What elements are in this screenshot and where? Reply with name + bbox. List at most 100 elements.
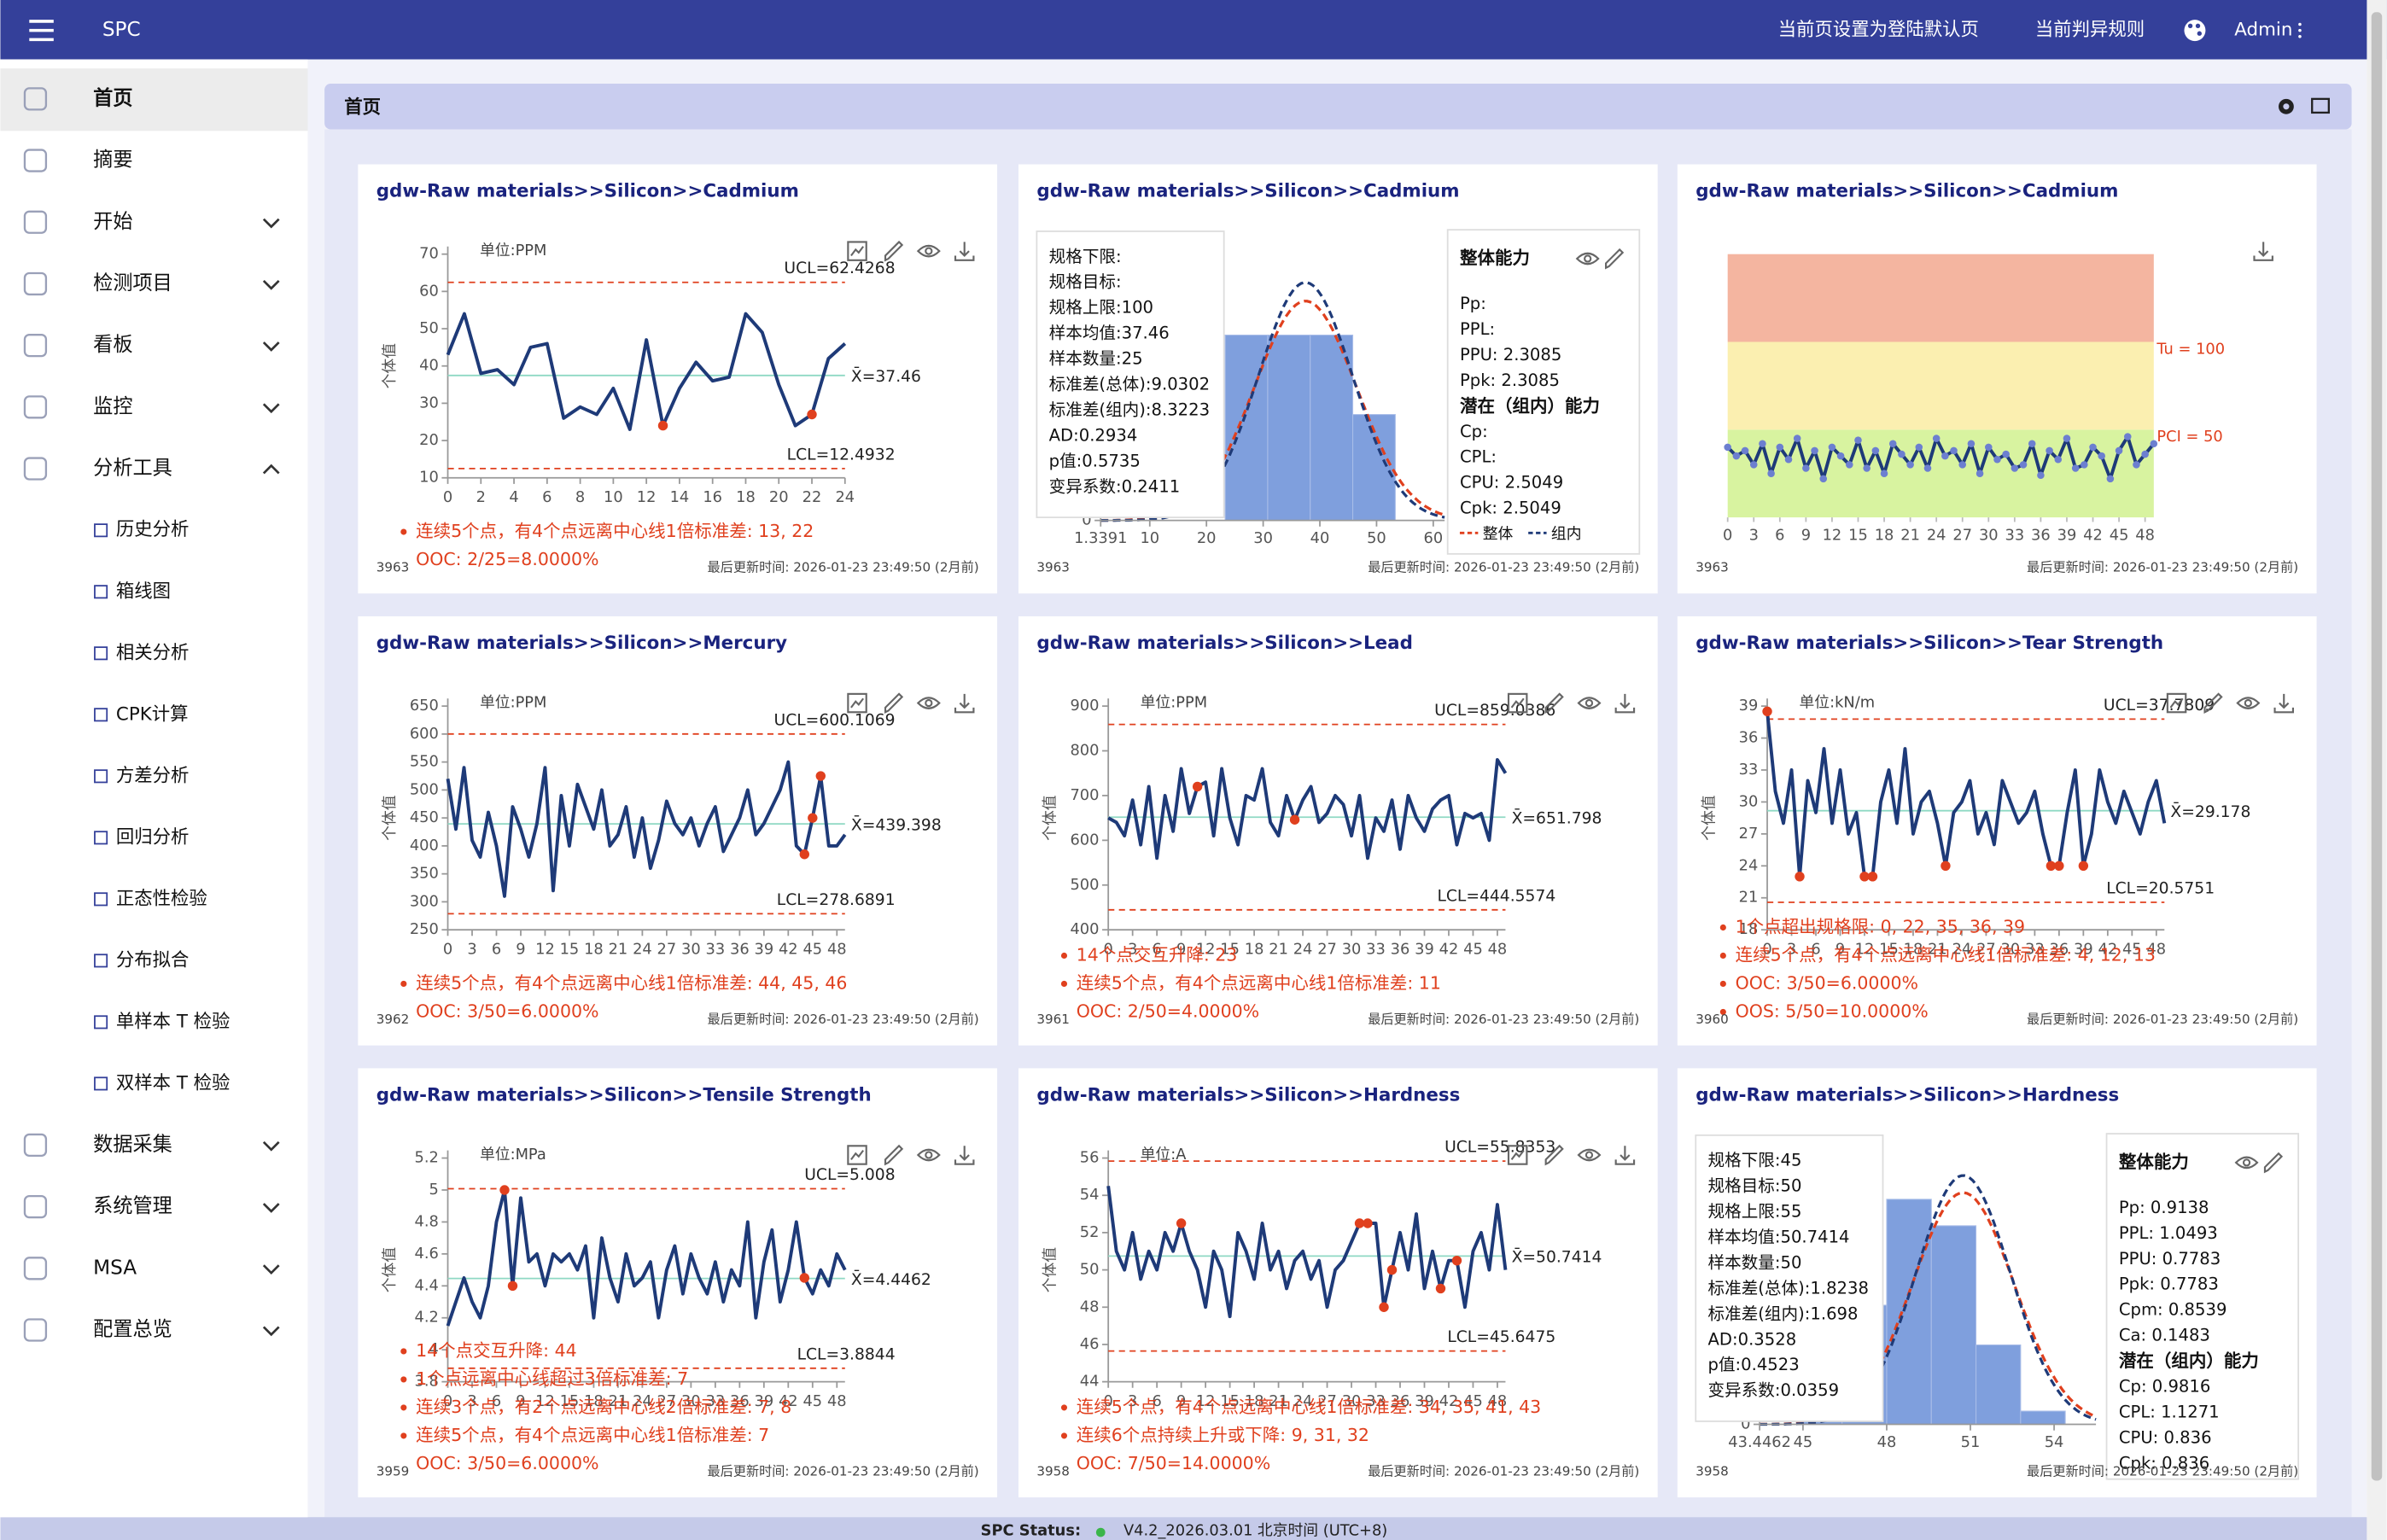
submenu-item[interactable]: 历史分析 [94,519,190,540]
x-tick-label: 12 [535,940,555,958]
header-action[interactable]: 当前判异规则 [2035,20,2145,41]
eye-icon[interactable] [916,697,941,709]
edit-icon[interactable] [884,240,904,262]
menu-label[interactable]: 首页 [93,86,132,109]
capability-title: 潜在（组内）能力 [1460,395,1600,416]
menu-label[interactable]: 开始 [93,210,132,233]
submenu-label[interactable]: 单样本 T 检验 [116,1011,231,1032]
x-tick-label: 33 [1366,1392,1386,1410]
note-bullet [400,980,407,988]
download-icon[interactable] [954,693,975,714]
submenu-label[interactable]: 回归分析 [116,826,190,848]
submenu-item[interactable]: 相关分析 [94,642,190,663]
fullscreen-button[interactable] [2311,97,2330,114]
menu-item[interactable]: 看板 [23,333,280,358]
download-icon[interactable] [2253,242,2273,261]
chart-icon[interactable] [1507,692,1528,714]
download-icon[interactable] [1614,1146,1636,1165]
menu-button[interactable] [29,20,54,42]
submenu-item[interactable]: 方差分析 [94,765,190,786]
data-point [2081,461,2088,469]
eye-icon[interactable] [2234,1156,2259,1170]
download-icon[interactable] [954,242,975,261]
menu-item[interactable]: 开始 [23,210,280,234]
ooc-point [1386,1264,1398,1275]
edit-icon[interactable] [884,1144,904,1166]
submenu-item[interactable]: 分布拟合 [94,949,190,971]
submenu-item[interactable]: CPK计算 [94,703,189,725]
menu-item[interactable]: 监控 [23,394,280,419]
user-menu-dots[interactable] [2298,22,2302,38]
eye-icon[interactable] [1577,1148,1602,1162]
menu-item[interactable]: 配置总览 [23,1318,280,1342]
y-axis-label: 个体值 [381,795,399,841]
menu-item[interactable]: MSA [23,1256,280,1280]
menu-label[interactable]: 系统管理 [93,1194,172,1217]
chart-icon[interactable] [1507,1145,1528,1165]
menu-item[interactable]: 系统管理 [23,1194,280,1219]
menu-item[interactable]: 分析工具 [23,457,280,481]
menu-label[interactable]: 分析工具 [93,457,172,480]
data-line [1107,758,1508,860]
edit-icon[interactable] [2263,1152,2284,1174]
download-icon[interactable] [954,1146,975,1165]
theme-button[interactable] [2184,20,2206,42]
data-point [1906,461,1914,469]
submenu-label[interactable]: 分布拟合 [116,949,190,971]
menu-item[interactable]: 检测项目 [23,271,280,296]
submenu-label[interactable]: 箱线图 [116,580,171,602]
rule-note: OOC: 3/50=6.0000% [1736,972,1918,993]
chart-icon[interactable] [847,241,867,261]
submenu-item[interactable]: 单样本 T 检验 [94,1011,231,1032]
user-name[interactable]: Admin [2234,20,2292,41]
menu-label[interactable]: 看板 [93,333,132,356]
x-tick-label: 6 [542,488,552,506]
submenu-label[interactable]: 正态性检验 [116,888,207,909]
menu-label[interactable]: 摘要 [93,149,132,172]
limit-label: X̄=439.398 [851,814,942,834]
eye-icon[interactable] [2236,697,2261,709]
settings-button[interactable] [2279,98,2294,114]
menu-label[interactable]: 数据采集 [93,1133,172,1156]
edit-icon[interactable] [884,692,904,714]
submenu-label[interactable]: 相关分析 [116,642,190,663]
submenu-label[interactable]: 历史分析 [116,519,190,540]
menu-item[interactable]: 摘要 [23,149,133,172]
edit-icon[interactable] [2203,692,2223,714]
y-tick-label: 50 [419,319,439,337]
submenu-item[interactable]: 箱线图 [94,580,171,602]
menu-label[interactable]: MSA [93,1256,137,1279]
menu-item[interactable]: 首页 [23,86,133,111]
submenu-item[interactable]: 正态性检验 [94,888,207,909]
eye-icon[interactable] [1577,697,1602,709]
scrollbar-thumb[interactable] [2371,12,2383,1481]
eye-icon[interactable] [916,1148,941,1162]
edit-icon[interactable] [1544,692,1564,714]
submenu-item[interactable]: 回归分析 [94,826,190,848]
icon-part [884,240,904,262]
x-tick-label: 24 [1952,940,1972,958]
chart-icon[interactable] [847,692,867,714]
submenu-label[interactable]: CPK计算 [116,703,189,725]
menu-label[interactable]: 监控 [93,394,132,417]
chart-icon[interactable] [847,1145,867,1165]
x-tick-label: 48 [827,940,847,958]
submenu-item[interactable]: 双样本 T 检验 [94,1072,231,1094]
icon-part [1544,692,1564,714]
limit-label: LCL=12.4932 [787,446,896,464]
menu-label[interactable]: 检测项目 [93,271,172,295]
ooc-point [815,771,826,781]
chart-icon[interactable] [2166,692,2187,714]
edit-icon[interactable] [1544,1144,1564,1166]
eye-icon[interactable] [916,244,941,258]
header-action[interactable]: 当前页设置为登陆默认页 [1778,20,1979,41]
menu-item[interactable]: 数据采集 [23,1133,280,1158]
edit-icon[interactable] [1605,248,1625,270]
download-icon[interactable] [2273,693,2295,714]
menu-label[interactable]: 配置总览 [93,1318,172,1341]
download-icon[interactable] [1614,693,1636,714]
submenu-label[interactable]: 方差分析 [116,765,190,786]
submenu-label[interactable]: 双样本 T 检验 [116,1072,231,1094]
x-tick-label: 36 [2050,940,2069,958]
eye-icon[interactable] [1575,252,1600,265]
